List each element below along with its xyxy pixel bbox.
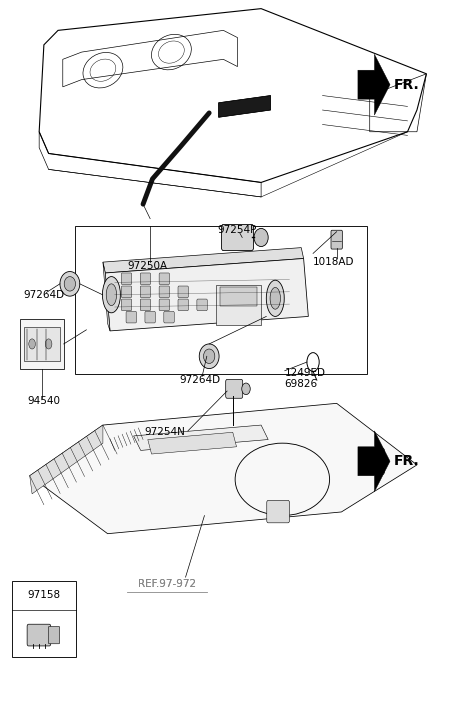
FancyBboxPatch shape [140, 286, 151, 297]
FancyBboxPatch shape [221, 225, 254, 251]
Ellipse shape [266, 280, 284, 316]
Text: 94540: 94540 [28, 396, 60, 406]
FancyBboxPatch shape [178, 286, 189, 297]
Ellipse shape [270, 287, 280, 309]
FancyBboxPatch shape [140, 299, 151, 310]
Text: 69826: 69826 [285, 379, 318, 389]
Polygon shape [105, 259, 308, 331]
Text: 97264D: 97264D [23, 289, 65, 300]
FancyBboxPatch shape [126, 311, 136, 323]
Text: 1249ED: 1249ED [285, 368, 326, 378]
FancyBboxPatch shape [27, 624, 51, 646]
Polygon shape [358, 431, 390, 491]
Ellipse shape [64, 276, 76, 291]
Polygon shape [103, 262, 110, 331]
FancyBboxPatch shape [121, 286, 132, 297]
FancyBboxPatch shape [121, 299, 132, 310]
Text: 97250A: 97250A [128, 261, 168, 270]
FancyBboxPatch shape [121, 273, 132, 284]
FancyBboxPatch shape [216, 285, 261, 325]
Polygon shape [218, 95, 271, 117]
Ellipse shape [106, 284, 116, 305]
Text: REF.97-972: REF.97-972 [138, 579, 196, 590]
Circle shape [29, 339, 36, 349]
FancyBboxPatch shape [331, 230, 342, 249]
Ellipse shape [199, 344, 219, 369]
FancyBboxPatch shape [197, 299, 207, 310]
FancyBboxPatch shape [140, 273, 151, 284]
Text: FR.: FR. [393, 78, 419, 92]
FancyBboxPatch shape [159, 286, 170, 297]
Ellipse shape [60, 271, 80, 296]
Ellipse shape [254, 228, 268, 246]
Polygon shape [148, 433, 237, 454]
FancyBboxPatch shape [267, 500, 289, 523]
Polygon shape [20, 319, 64, 369]
FancyBboxPatch shape [359, 449, 384, 474]
FancyBboxPatch shape [159, 273, 170, 284]
Circle shape [45, 339, 52, 349]
Polygon shape [30, 403, 417, 534]
Text: FR.: FR. [393, 454, 419, 468]
FancyBboxPatch shape [164, 311, 174, 323]
Polygon shape [358, 55, 390, 115]
FancyBboxPatch shape [48, 627, 60, 644]
FancyBboxPatch shape [226, 379, 243, 398]
Polygon shape [12, 581, 76, 656]
Ellipse shape [242, 383, 250, 395]
Polygon shape [133, 425, 268, 451]
FancyBboxPatch shape [145, 311, 155, 323]
FancyBboxPatch shape [219, 287, 257, 305]
FancyBboxPatch shape [159, 299, 170, 310]
Text: 97158: 97158 [27, 590, 60, 601]
Text: 1018AD: 1018AD [313, 257, 354, 267]
Polygon shape [103, 248, 304, 273]
Text: 97254P: 97254P [218, 225, 257, 235]
FancyBboxPatch shape [24, 326, 60, 361]
Text: REF.97-972: REF.97-972 [138, 579, 196, 590]
Text: 97254N: 97254N [145, 427, 186, 438]
Polygon shape [30, 425, 103, 494]
Text: 97264D: 97264D [179, 375, 220, 385]
Ellipse shape [103, 276, 120, 313]
Ellipse shape [203, 349, 215, 364]
FancyBboxPatch shape [178, 299, 189, 310]
